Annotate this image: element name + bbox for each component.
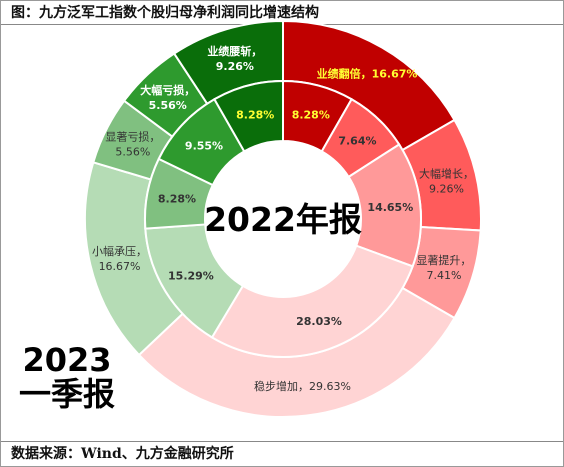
inner-label-2: 14.65%: [367, 201, 413, 214]
outer-label-6: 大幅亏损， 5.56%: [140, 83, 195, 112]
inner-label-7: 8.28%: [236, 109, 274, 122]
inner-label-5: 8.28%: [158, 193, 196, 206]
outer-label-1: 大幅增长， 9.26%: [419, 166, 474, 195]
outer-label-3: 稳步增加，29.63%: [254, 379, 351, 393]
inner-ring-title: 2022年报: [204, 200, 362, 239]
inner-label-0: 8.28%: [292, 109, 330, 122]
outer-label-0: 业绩翻倍，16.67%: [317, 67, 418, 81]
outer-label-2: 显著提升， 7.41%: [416, 253, 471, 282]
outer-label-7: 业绩腰斩， 9.26%: [207, 44, 262, 73]
outer-ring-title-line1: 2023: [22, 341, 111, 379]
source-note: 数据来源：Wind、九方金融研究所: [1, 441, 563, 466]
inner-label-3: 28.03%: [296, 315, 342, 328]
donut-hole: [205, 141, 361, 297]
inner-label-1: 7.64%: [338, 135, 376, 148]
outer-label-4: 小幅承压， 16.67%: [92, 245, 147, 273]
donut-chart: 8.28% 7.64% 14.65% 28.03% 15.29% 8.28% 9.55% 8.…: [19, 19, 482, 418]
slice-labels: 8.28% 7.64% 14.65% 28.03% 15.29% 8.28% 9.55% 8.…: [92, 44, 474, 393]
inner-label-4: 15.29%: [168, 269, 214, 282]
outer-ring: [84, 19, 482, 418]
outer-ring-title-line2: 一季报: [19, 375, 115, 413]
inner-label-6: 9.55%: [185, 139, 223, 152]
outer-label-5: 显著亏损， 5.56%: [105, 130, 160, 159]
